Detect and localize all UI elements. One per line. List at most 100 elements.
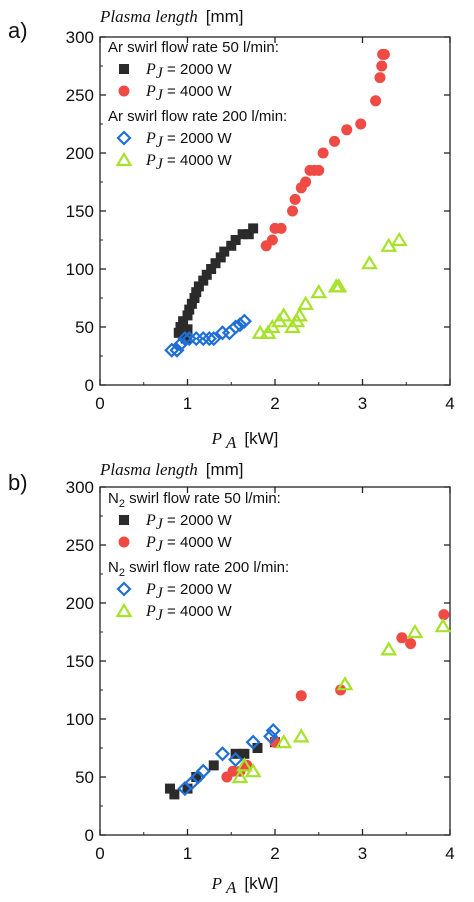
- data-point: [248, 223, 259, 234]
- data-point: [390, 231, 408, 247]
- series-3: [231, 618, 452, 784]
- data-point: [266, 234, 278, 246]
- legend-marker: [119, 64, 129, 74]
- data-point: [252, 743, 263, 753]
- y-tick-label: 300: [66, 28, 94, 47]
- y-tick-label: 50: [75, 768, 94, 787]
- legend-entry-label: PJ = 2000 W: [145, 581, 233, 602]
- data-point: [175, 322, 186, 332]
- data-point: [275, 307, 293, 322]
- data-point: [177, 331, 193, 347]
- data-point: [230, 235, 241, 245]
- y-tick-label: 200: [66, 594, 94, 613]
- x-axis-label-unit: [kW]: [244, 429, 278, 448]
- legend-entry-label: PJ = 2000 W: [145, 512, 233, 533]
- data-point: [355, 118, 367, 130]
- legend: N2 swirl flow rate 50 l/min:PJ = 2000 WP…: [108, 490, 289, 624]
- x-tick-label: 1: [183, 844, 192, 863]
- x-tick-label: 2: [270, 394, 279, 413]
- y-tick-label: 0: [85, 826, 94, 845]
- plot-area: 0 50 100 150 200 250 300 0 1 2 3 4: [66, 28, 455, 413]
- x-axis-label-subscript: A: [225, 433, 237, 452]
- legend-entry-label: PJ = 2000 W: [145, 130, 233, 151]
- data-point: [165, 783, 175, 794]
- x-tick-label: 4: [445, 844, 454, 863]
- data-point: [405, 638, 417, 650]
- series-0: [173, 223, 259, 344]
- data-point: [182, 324, 193, 335]
- data-point: [206, 264, 217, 274]
- data-point: [336, 676, 354, 691]
- legend-marker: [118, 85, 130, 97]
- data-point: [341, 124, 353, 136]
- data-point: [210, 258, 221, 269]
- data-point: [182, 783, 193, 794]
- data-point: [330, 278, 348, 293]
- y-tick-label: 250: [66, 536, 94, 555]
- series-3: [251, 231, 408, 339]
- data-point: [275, 734, 293, 749]
- data-point: [214, 746, 231, 762]
- panel-a: a) Plasma length [mm] 050100150200250300…: [8, 7, 455, 452]
- data-point: [232, 317, 248, 333]
- data-point: [275, 222, 287, 234]
- data-point: [195, 763, 211, 779]
- panel-b: b) Plasma length [mm] 050100150200250300…: [8, 460, 455, 897]
- data-point: [434, 618, 452, 633]
- data-point: [191, 287, 202, 298]
- legend-marker: [119, 515, 129, 525]
- legend-marker: [116, 581, 132, 597]
- data-point: [184, 304, 195, 315]
- data-point: [361, 255, 378, 270]
- legend-entry-label: PJ = 4000 W: [145, 83, 233, 104]
- data-point: [201, 269, 212, 280]
- panel-label: a): [8, 18, 28, 43]
- legend-group-title: N2 swirl flow rate 50 l/min:: [108, 490, 281, 510]
- data-point: [380, 641, 398, 656]
- x-axis-label: P A [kW]: [211, 874, 279, 897]
- legend-group-title: Ar swirl flow rate 50 l/min:: [108, 39, 279, 56]
- y-axis-label-name: Plasma length: [99, 7, 198, 26]
- data-point: [297, 295, 315, 310]
- data-point: [329, 135, 340, 147]
- data-point: [396, 632, 408, 644]
- x-axis-label-unit: [kW]: [244, 874, 278, 893]
- legend-entry-label: PJ = 4000 W: [145, 152, 233, 173]
- legend-group-title: Ar swirl flow rate 200 l/min:: [108, 108, 287, 125]
- data-point: [182, 310, 193, 321]
- data-point: [378, 48, 390, 60]
- data-point: [215, 252, 226, 263]
- y-tick-label: 250: [66, 86, 94, 105]
- legend-marker: [115, 151, 133, 167]
- plot-area: 0 50 100 150 200 250 300 0 1 2 3 4: [66, 478, 455, 863]
- series-2: [177, 723, 281, 797]
- y-axis-label-unit: [mm]: [206, 7, 244, 26]
- x-axis-label-subscript: A: [225, 878, 237, 897]
- legend-entry-label: PJ = 2000 W: [145, 61, 233, 82]
- y-axis-label: Plasma length [mm]: [99, 460, 244, 479]
- data-point: [237, 229, 248, 240]
- data-point: [295, 690, 307, 702]
- data-point: [226, 240, 237, 251]
- data-point: [291, 307, 308, 322]
- data-point: [228, 752, 244, 768]
- legend-marker: [116, 130, 132, 146]
- x-tick-label: 3: [358, 394, 367, 413]
- legend-entry-label: PJ = 4000 W: [145, 534, 233, 555]
- data-point: [231, 768, 249, 784]
- data-point: [169, 789, 180, 800]
- data-point: [287, 205, 298, 217]
- data-point: [265, 723, 281, 739]
- y-axis-label: Plasma length [mm]: [99, 7, 244, 26]
- x-axis-label-symbol: P: [211, 429, 222, 448]
- data-point: [376, 60, 388, 72]
- series-1: [221, 609, 450, 783]
- y-tick-label: 100: [66, 260, 94, 279]
- data-point: [438, 609, 450, 621]
- data-point: [191, 772, 202, 782]
- y-axis-label-name: Plasma length: [99, 460, 198, 479]
- data-point: [239, 748, 250, 759]
- x-tick-label: 0: [95, 394, 104, 413]
- data-point: [219, 246, 230, 257]
